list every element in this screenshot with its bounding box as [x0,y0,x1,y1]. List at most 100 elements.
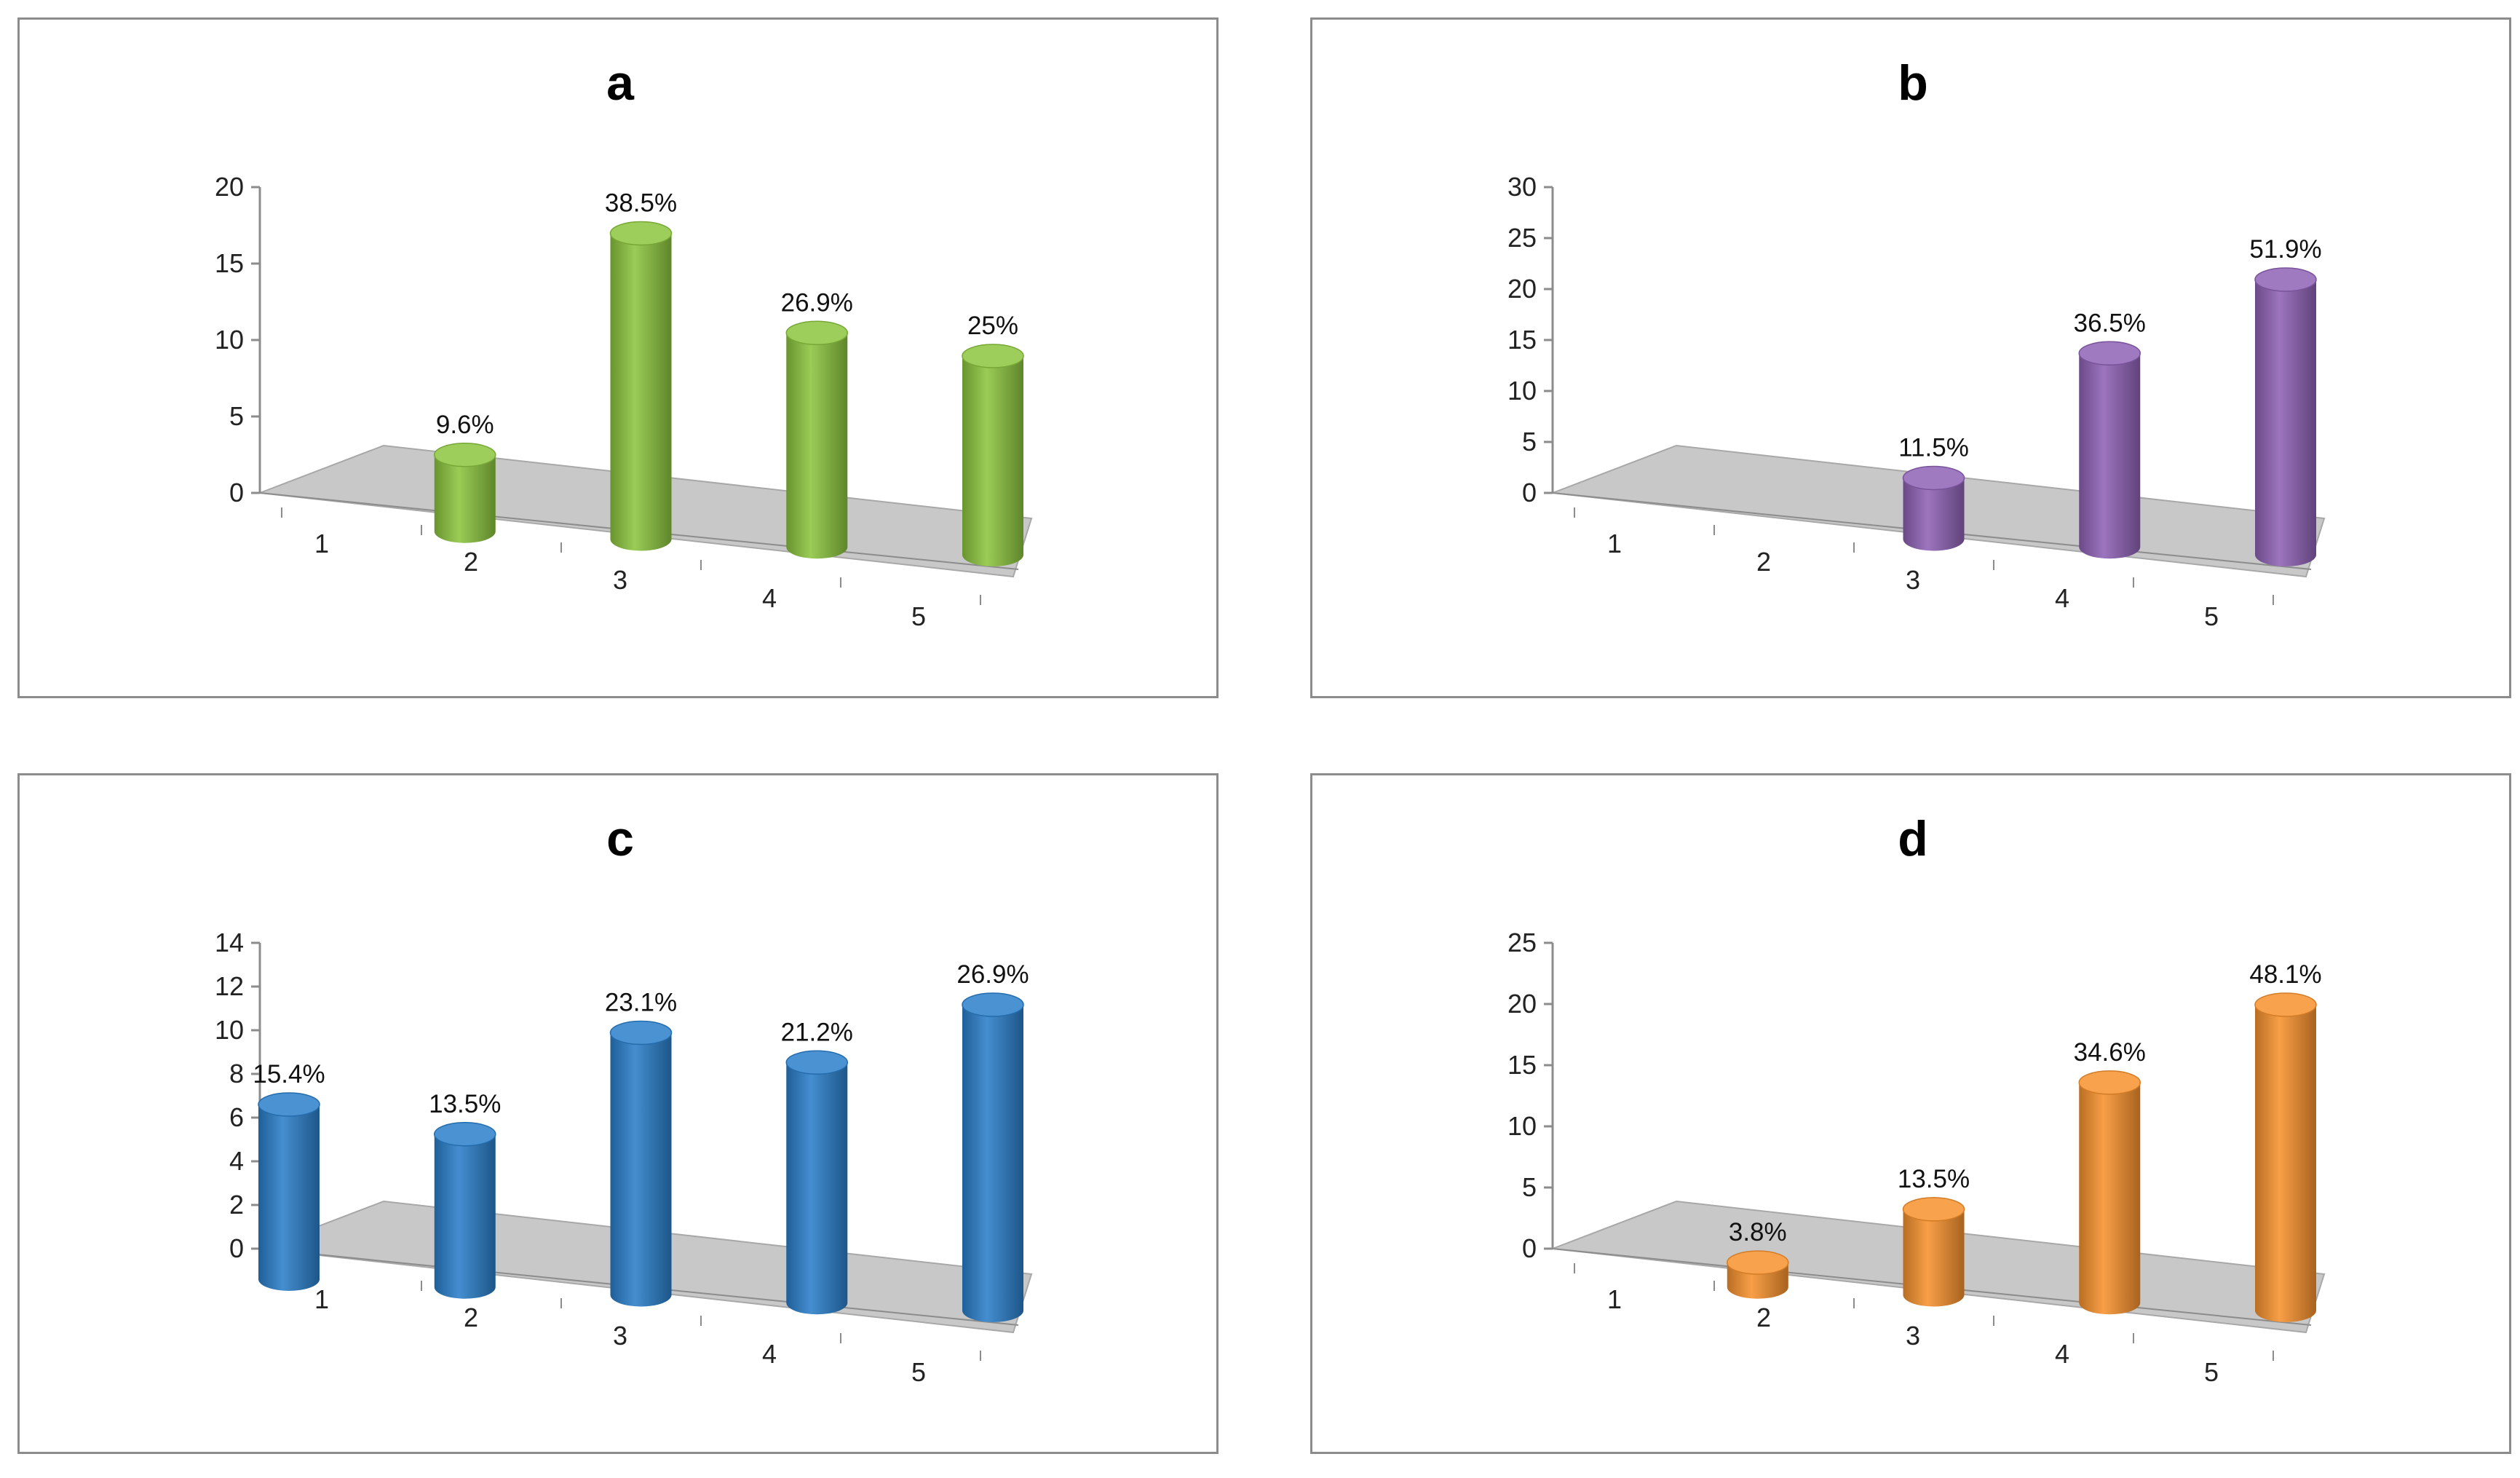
bar-body [1903,478,1965,551]
x-tick-label: 5 [911,1357,926,1387]
data-label: 15.4% [253,1060,325,1088]
bar-body [434,1134,496,1299]
y-tick-label: 10 [215,1015,244,1045]
bar-4 [2078,1070,2141,1315]
x-tick-label: 1 [1607,1284,1622,1314]
y-tick-label: 6 [229,1102,244,1132]
x-tick-label: 3 [613,1321,627,1351]
bar-top [785,320,848,345]
y-tick-label: 20 [215,172,244,202]
bar-top [2078,341,2141,365]
y-tick-label: 10 [1507,1111,1537,1141]
y-tick-label: 15 [1507,1050,1537,1080]
bar-body [786,1062,848,1315]
bar-2 [434,443,496,543]
bar-top [785,1050,848,1075]
x-tick-label: 5 [2204,601,2219,631]
data-label: 13.5% [1898,1165,1970,1193]
bar-body [2079,353,2141,559]
bar-3 [609,221,673,551]
y-tick-label: 8 [229,1059,244,1088]
chart-title: b [1898,55,1928,111]
chart-d-svg: d 0 5 10 15 20 25 1 2 3 4 5 3.8% 13.5% 34.6% 48.1% [1507,811,2326,1387]
bar-top [1902,465,1965,491]
y-tick-label: 14 [215,928,244,957]
bar-3 [1902,1197,1965,1307]
y-tick-label: 15 [1507,325,1537,355]
bar-top [609,1020,673,1046]
data-label: 25% [967,312,1018,340]
x-tick-label: 3 [1906,1321,1920,1351]
bar-body [610,1032,672,1307]
bar-top [962,344,1024,368]
bar-4 [785,320,848,559]
data-label: 34.6% [2074,1038,2146,1067]
y-tick-label: 25 [1507,928,1537,957]
x-tick-label: 3 [1906,565,1920,595]
chart-panel-c: c 0 2 4 6 8 10 12 14 1 2 3 4 5 15.4% 13.5% 23.1% 21.2% 26.… [17,773,1219,1454]
bar-body [2079,1082,2141,1315]
data-label: 51.9% [2249,235,2321,264]
bar-top [609,221,673,246]
x-tick-label: 4 [2055,583,2069,613]
chart-panel-d: d 0 5 10 15 20 25 1 2 3 4 5 3.8% 13.5% 34.6% 48.1% [1310,773,2511,1454]
bar-5 [962,344,1024,566]
y-tick-label: 30 [1507,172,1537,202]
bar-top [258,1092,320,1117]
x-tick-label: 2 [1756,547,1771,577]
chart-b-svg: b 0 5 10 15 20 25 30 1 2 3 4 5 11.5% 36.5% 51.9% [1507,55,2326,631]
chart-title: a [606,55,635,111]
bar-5 [2254,992,2317,1322]
bar-top [434,1122,496,1147]
x-tick-label: 1 [314,529,329,558]
bar-5 [962,992,1024,1322]
y-tick-label: 0 [229,478,244,507]
chart-panel-b: b 0 5 10 15 20 25 30 1 2 3 4 5 11.5% 36.5% 51.9% [1310,17,2511,698]
data-label: 48.1% [2249,960,2321,989]
data-label: 3.8% [1729,1218,1787,1246]
y-tick-label: 20 [1507,989,1537,1019]
bar-2 [434,1122,496,1299]
x-tick-label: 3 [613,565,627,595]
bar-3 [1902,465,1965,551]
y-tick-label: 12 [215,971,244,1001]
bar-body [962,1005,1023,1322]
chart-c-svg: c024681012141234515.4%13.5%23.1%21.2%26.… [215,811,1033,1387]
y-tick-label: 15 [215,248,244,278]
y-tick-label: 10 [215,325,244,355]
y-tick-label: 5 [1522,427,1537,457]
bar-top [434,443,496,467]
y-tick-label: 2 [229,1190,244,1220]
data-label: 9.6% [436,411,494,439]
bar-body [786,333,848,559]
data-label: 21.2% [781,1018,853,1046]
x-tick-label: 5 [2204,1357,2219,1387]
bar-4 [785,1050,848,1315]
x-tick-label: 1 [314,1284,329,1314]
bar-3 [609,1020,673,1307]
y-tick-label: 25 [1507,223,1537,253]
data-label: 26.9% [781,288,853,317]
bar-body [2255,280,2316,566]
bar-top [2254,992,2317,1017]
data-label: 38.5% [605,189,677,218]
y-tick-label: 0 [1522,1233,1537,1263]
chart-panel-a: a 0 5 10 15 20 1 2 3 4 5 9.6% 38.5% 26.9% 25% [17,17,1219,698]
data-label: 26.9% [956,960,1029,989]
bar-top [2078,1070,2141,1095]
bar-4 [2078,341,2141,559]
bar-body [610,233,672,551]
bar-top [962,992,1024,1017]
bar-top [1727,1250,1789,1275]
y-tick-label: 5 [229,401,244,431]
data-label: 11.5% [1898,434,1969,462]
y-tick-label: 10 [1507,376,1537,406]
y-tick-label: 5 [1522,1172,1537,1202]
bar-1 [258,1092,320,1291]
x-tick-label: 5 [911,601,926,631]
chart-title: c [606,811,634,866]
bar-body [258,1104,320,1291]
y-tick-label: 0 [229,1233,244,1263]
x-tick-label: 4 [2055,1339,2069,1369]
y-tick-label: 20 [1507,274,1537,304]
